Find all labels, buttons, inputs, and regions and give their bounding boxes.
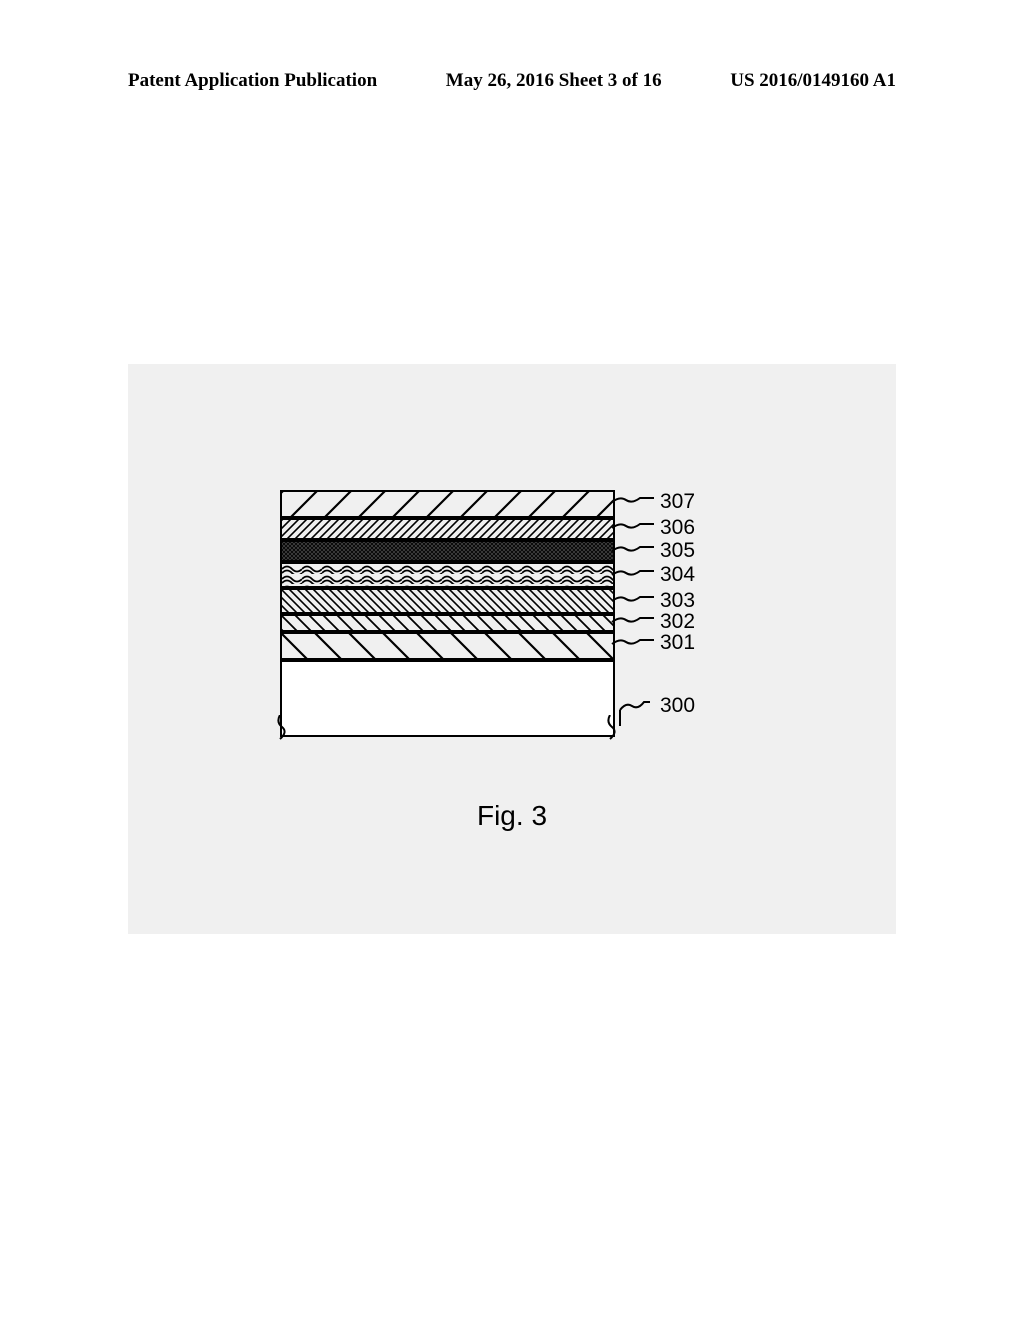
label-301: 301 xyxy=(660,631,695,655)
figure-caption: Fig. 3 xyxy=(0,800,1024,832)
label-305: 305 xyxy=(660,539,695,563)
label-306: 306 xyxy=(660,516,695,540)
label-300: 300 xyxy=(660,694,695,718)
label-304: 304 xyxy=(660,563,695,587)
leader-lines xyxy=(0,0,1024,1320)
label-307: 307 xyxy=(660,490,695,514)
